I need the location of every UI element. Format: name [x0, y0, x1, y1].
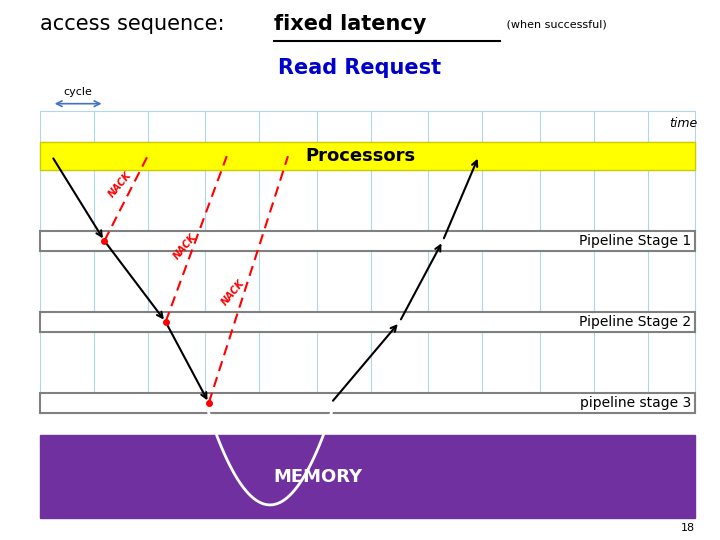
- Text: Processors: Processors: [305, 147, 415, 165]
- Text: NACK: NACK: [171, 232, 198, 261]
- Text: cycle: cycle: [63, 87, 92, 97]
- Text: pipeline stage 3: pipeline stage 3: [580, 396, 691, 410]
- Text: Pipeline Stage 2: Pipeline Stage 2: [579, 315, 691, 329]
- Text: access sequence:: access sequence:: [40, 14, 230, 35]
- Text: MEMORY: MEMORY: [274, 468, 363, 485]
- Bar: [40, 312, 695, 332]
- Text: Pipeline Stage 1: Pipeline Stage 1: [579, 234, 691, 248]
- Text: 18: 18: [680, 523, 695, 533]
- Text: NACK: NACK: [220, 278, 246, 307]
- Text: (when successful): (when successful): [503, 19, 606, 29]
- Bar: [40, 142, 695, 170]
- Text: Read Request: Read Request: [279, 57, 441, 78]
- Text: fixed latency: fixed latency: [274, 14, 426, 35]
- Bar: [40, 393, 695, 413]
- Text: time: time: [669, 117, 697, 130]
- Bar: [40, 231, 695, 251]
- Text: NACK: NACK: [107, 170, 133, 199]
- Bar: [40, 435, 695, 518]
